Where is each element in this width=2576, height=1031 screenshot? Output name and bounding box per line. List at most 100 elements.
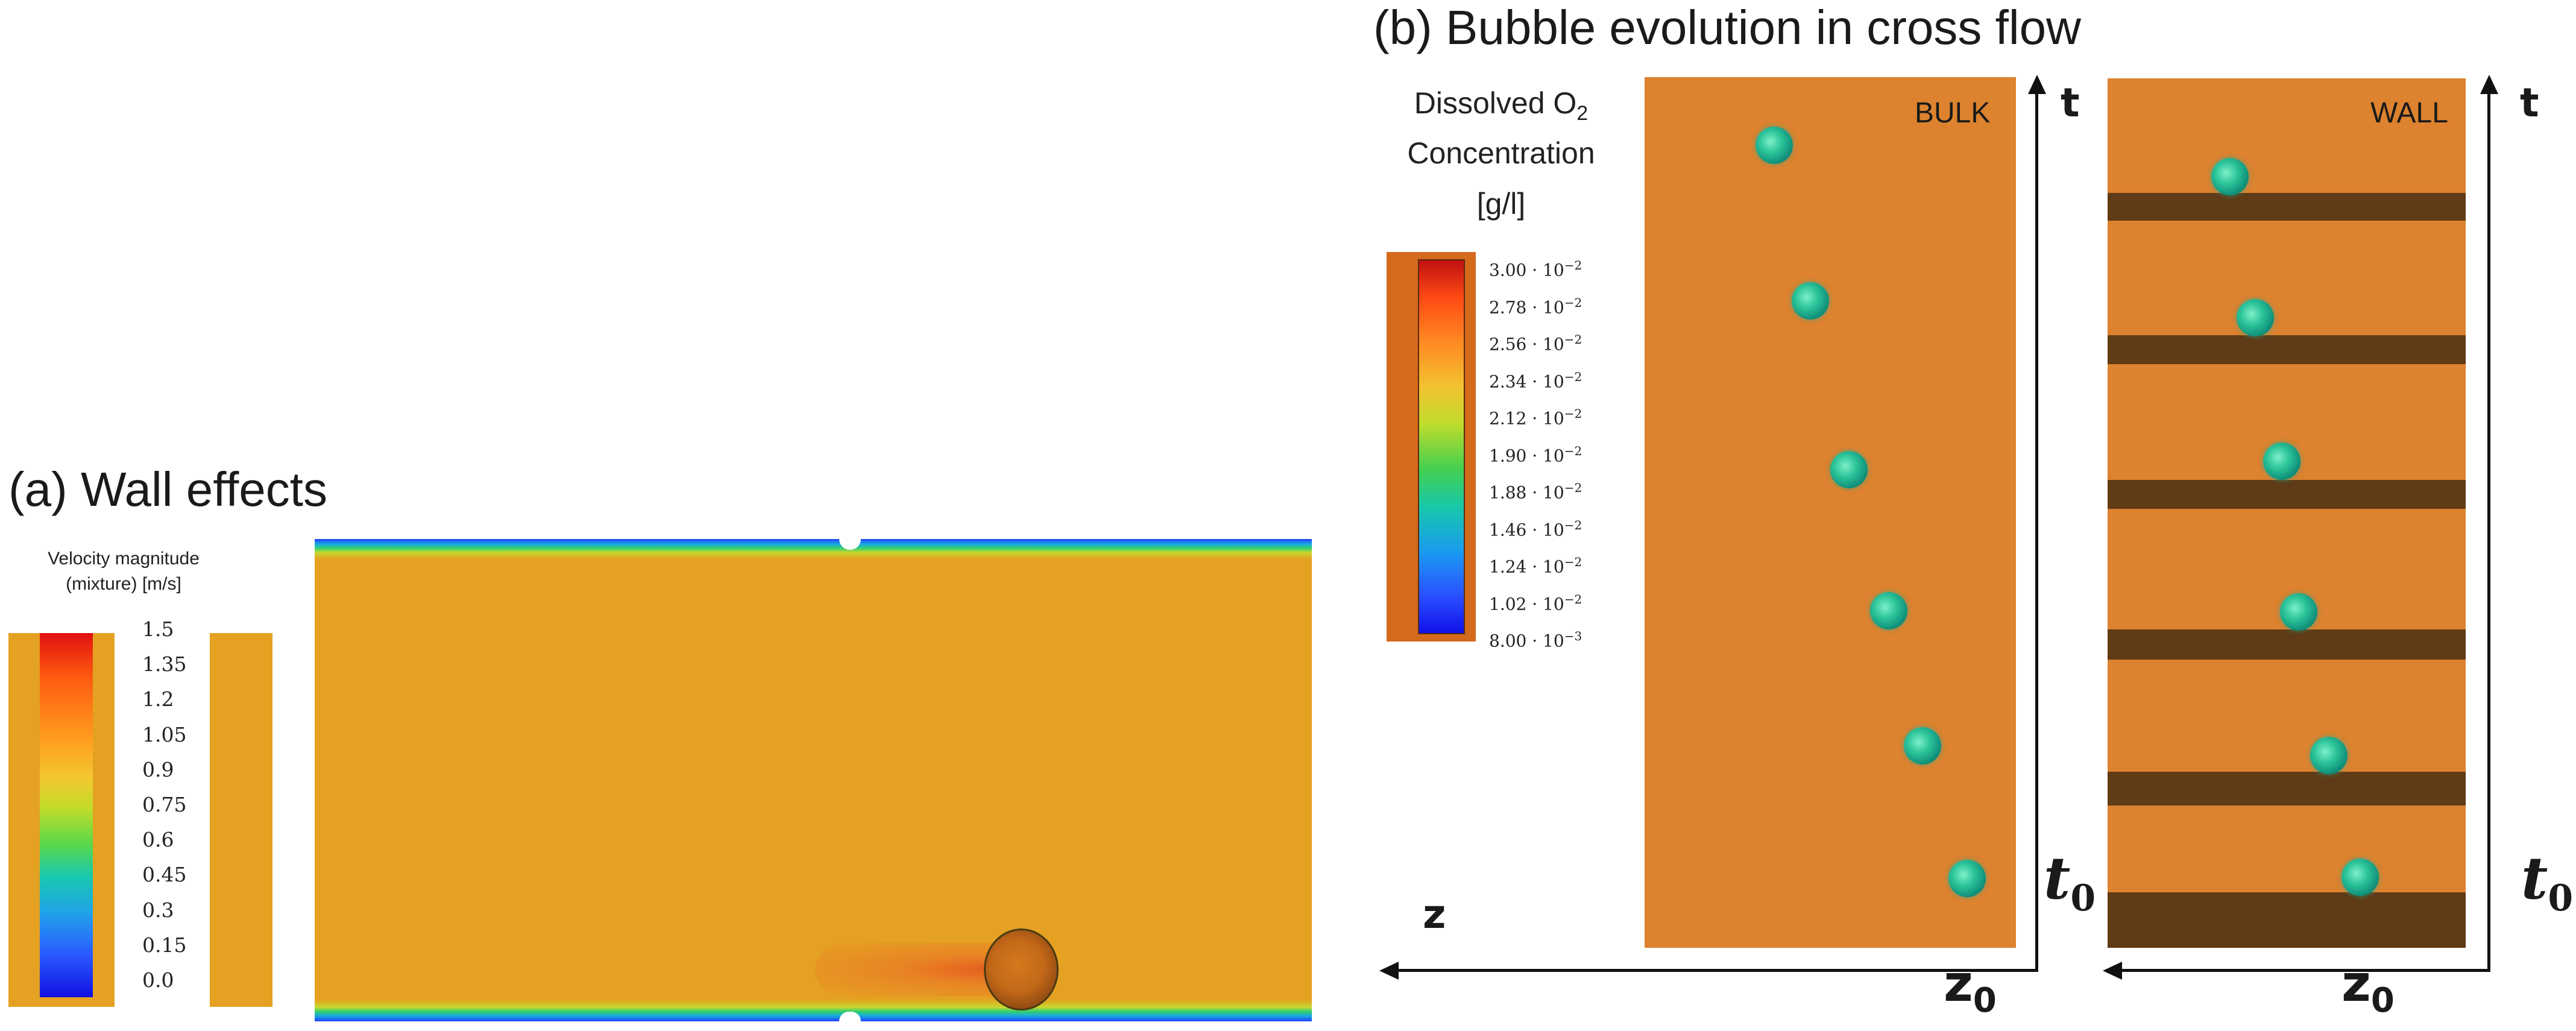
wall-bubble-3 bbox=[2263, 443, 2300, 480]
o2-tick-mantissa: 2.78 · 10 bbox=[1489, 297, 1564, 317]
wall-z0-label: z0 bbox=[2341, 954, 2395, 1020]
top-notch bbox=[839, 539, 861, 550]
bulk-bubble-5 bbox=[1904, 727, 1941, 765]
wall-t0-subscript: 0 bbox=[2548, 877, 2574, 920]
o2-colorbar-unit: [g/l] bbox=[1476, 187, 1526, 221]
bottom-notch bbox=[839, 1012, 861, 1021]
velocity-tick-label: 0.9 bbox=[142, 757, 174, 781]
o2-tick-mantissa: 8.00 · 10 bbox=[1489, 631, 1564, 651]
o2-tick-label: 1.90 · 10−2 bbox=[1489, 444, 1582, 465]
o2-tick-mantissa: 2.56 · 10 bbox=[1489, 334, 1564, 355]
velocity-colorbar-title-line1: Velocity magnitude bbox=[48, 549, 200, 569]
o2-tick-mantissa: 1.46 · 10 bbox=[1489, 519, 1564, 540]
o2-tick-exponent: −2 bbox=[1564, 369, 1582, 384]
bulk-t-axis bbox=[2035, 90, 2038, 972]
o2-tick-label: 1.02 · 10−2 bbox=[1489, 592, 1582, 614]
wall-bar-2 bbox=[2108, 335, 2466, 364]
o2-tick-label: 2.56 · 10−2 bbox=[1489, 332, 1582, 354]
o2-tick-mantissa: 2.34 · 10 bbox=[1489, 371, 1564, 391]
velocity-tick-label: 1.05 bbox=[142, 722, 187, 746]
bulk-z0-label: z0 bbox=[1944, 954, 1997, 1020]
bottom-wall-boundary-layer bbox=[315, 1000, 1312, 1021]
wall-t-axis bbox=[2487, 90, 2490, 972]
o2-tick-exponent: −2 bbox=[1564, 517, 1582, 532]
o2-colorbar-title-subscript: 2 bbox=[1576, 102, 1589, 125]
o2-tick-label: 8.00 · 10−3 bbox=[1489, 629, 1582, 651]
velocity-colorbar-title-line2: (mixture) [m/s] bbox=[66, 574, 181, 594]
o2-tick-exponent: −2 bbox=[1564, 591, 1582, 607]
o2-tick-exponent: −2 bbox=[1564, 555, 1582, 569]
wall-t-arrowhead bbox=[2480, 75, 2498, 94]
wall-t-label: t bbox=[2520, 80, 2539, 126]
o2-tick-exponent: −3 bbox=[1564, 629, 1582, 643]
wall-bar-6 bbox=[2108, 892, 2466, 948]
bulk-label: BULK bbox=[1915, 97, 1991, 129]
o2-tick-mantissa: 1.88 · 10 bbox=[1489, 482, 1564, 503]
z-axis-label: z bbox=[1423, 891, 1446, 938]
wall-bar-4 bbox=[2108, 629, 2466, 660]
o2-colorbar-title-text: Dissolved O bbox=[1414, 86, 1577, 120]
wall-z-arrowhead bbox=[2103, 962, 2122, 980]
wall-z0-text: z bbox=[2341, 954, 2371, 1013]
velocity-colorbar-title: Velocity magnitude (mixture) [m/s] bbox=[0, 546, 247, 597]
wall-bar-3 bbox=[2108, 480, 2466, 509]
bulk-t0-subscript: 0 bbox=[2070, 877, 2096, 920]
velocity-side-strip bbox=[210, 633, 272, 1007]
o2-tick-mantissa: 1.24 · 10 bbox=[1489, 556, 1564, 577]
wall-bar-5 bbox=[2108, 772, 2466, 806]
velocity-tick-label: 0.45 bbox=[142, 863, 187, 887]
velocity-colorbar bbox=[40, 633, 93, 997]
o2-tick-label: 1.24 · 10−2 bbox=[1489, 555, 1582, 576]
wall-z0-subscript: 0 bbox=[2370, 980, 2395, 1020]
wall-bubble-4 bbox=[2280, 593, 2317, 631]
velocity-tick-label: 0.3 bbox=[142, 898, 174, 922]
wall-effects-simulation bbox=[315, 539, 1312, 1021]
o2-tick-label: 2.78 · 10−2 bbox=[1489, 295, 1582, 317]
o2-tick-exponent: −2 bbox=[1564, 332, 1582, 347]
wall-label: WALL bbox=[2370, 97, 2448, 129]
bulk-bubble-1 bbox=[1756, 127, 1793, 164]
velocity-tick-label: 0.0 bbox=[142, 968, 174, 992]
bulk-t0-text: t bbox=[2044, 844, 2071, 912]
bulk-z-arrowhead bbox=[1379, 962, 1399, 980]
velocity-tick-label: 0.15 bbox=[142, 933, 187, 957]
wall-z-axis bbox=[2121, 969, 2490, 972]
bulk-t0-label: t0 bbox=[2044, 844, 2096, 919]
wall-t0-label: t0 bbox=[2521, 844, 2573, 919]
wall-bar-1 bbox=[2108, 193, 2466, 221]
o2-colorbar bbox=[1418, 259, 1465, 634]
o2-tick-label: 2.34 · 10−2 bbox=[1489, 370, 1582, 391]
bulk-z0-text: z bbox=[1944, 954, 1973, 1013]
wall-bubble-6 bbox=[2341, 859, 2379, 896]
o2-tick-mantissa: 3.00 · 10 bbox=[1489, 260, 1564, 280]
bulk-z0-subscript: 0 bbox=[1973, 980, 1997, 1020]
panel-b-title: (b) Bubble evolution in cross flow bbox=[1373, 1, 2081, 54]
o2-tick-label: 1.88 · 10−2 bbox=[1489, 481, 1582, 502]
wall-bubble-5 bbox=[2310, 737, 2348, 774]
wall-t0-text: t bbox=[2521, 844, 2548, 912]
velocity-tick-label: 0.75 bbox=[142, 793, 187, 816]
bulk-bubble-3 bbox=[1830, 451, 1868, 488]
bulk-t-label: t bbox=[2061, 80, 2080, 126]
o2-tick-mantissa: 2.12 · 10 bbox=[1489, 408, 1564, 429]
bubble bbox=[984, 929, 1059, 1011]
o2-tick-label: 1.46 · 10−2 bbox=[1489, 518, 1582, 540]
wall-bubble-2 bbox=[2237, 299, 2274, 336]
velocity-tick-label: 1.2 bbox=[142, 687, 174, 711]
o2-colorbar-title: Dissolved O2 Concentration [g/l] bbox=[1387, 83, 1616, 224]
velocity-tick-label: 0.6 bbox=[142, 828, 174, 852]
bulk-bubble-2 bbox=[1792, 282, 1829, 320]
top-wall-boundary-layer bbox=[315, 539, 1312, 560]
o2-tick-label: 2.12 · 10−2 bbox=[1489, 406, 1582, 428]
o2-tick-exponent: −2 bbox=[1564, 481, 1582, 495]
velocity-tick-label: 1.5 bbox=[142, 617, 174, 641]
bulk-bubble-6 bbox=[1948, 860, 1986, 897]
o2-tick-exponent: −2 bbox=[1564, 443, 1582, 458]
wall-bubble-1 bbox=[2211, 158, 2249, 195]
o2-tick-mantissa: 1.02 · 10 bbox=[1489, 593, 1564, 614]
o2-colorbar-title-line1: Dissolved O2 bbox=[1387, 83, 1616, 133]
bulk-bubble-4 bbox=[1870, 592, 1907, 629]
velocity-tick-label: 1.35 bbox=[142, 652, 187, 676]
o2-tick-label: 3.00 · 10−2 bbox=[1489, 258, 1582, 280]
o2-tick-exponent: −2 bbox=[1564, 406, 1582, 421]
